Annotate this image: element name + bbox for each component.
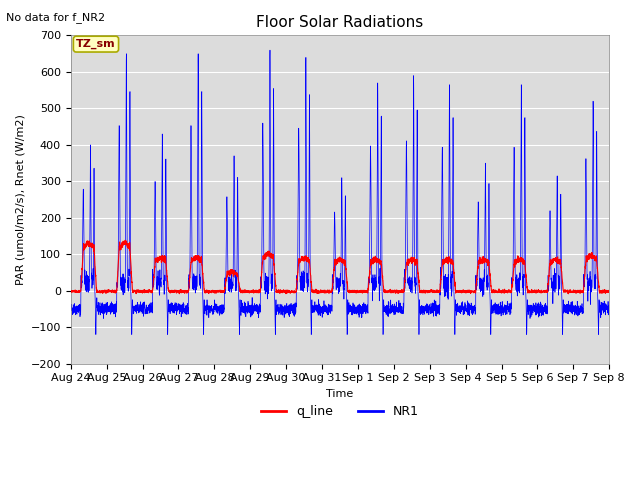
q_line — [164, 278, 172, 284]
q_line — [605, 289, 613, 295]
Y-axis label: PAR (umol/m2/s), Rnet (W/m2): PAR (umol/m2/s), Rnet (W/m2) — [15, 114, 25, 285]
Title: Floor Solar Radiations: Floor Solar Radiations — [257, 15, 424, 30]
NR1 — [67, 305, 75, 311]
NR1 — [492, 308, 499, 313]
q_line — [492, 289, 499, 295]
q_line — [605, 289, 612, 295]
q_line — [461, 288, 468, 294]
q_line — [320, 288, 328, 294]
NR1 — [266, 47, 274, 53]
Line: q_line: q_line — [71, 240, 609, 294]
NR1 — [431, 307, 439, 312]
NR1 — [461, 303, 468, 309]
NR1 — [605, 308, 613, 313]
NR1 — [164, 332, 172, 337]
Text: TZ_sm: TZ_sm — [76, 39, 116, 49]
NR1 — [605, 305, 612, 311]
q_line — [122, 238, 129, 243]
q_line — [431, 288, 438, 294]
NR1 — [92, 332, 100, 337]
q_line — [67, 288, 75, 294]
Legend: q_line, NR1: q_line, NR1 — [256, 400, 424, 423]
NR1 — [320, 298, 328, 304]
Line: NR1: NR1 — [71, 50, 609, 335]
Text: No data for f_NR2: No data for f_NR2 — [6, 12, 106, 23]
X-axis label: Time: Time — [326, 389, 354, 399]
q_line — [564, 291, 572, 297]
